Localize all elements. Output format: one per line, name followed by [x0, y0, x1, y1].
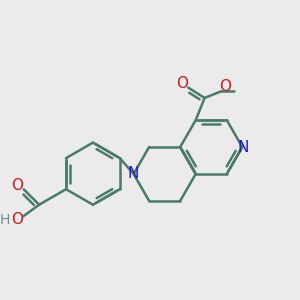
Text: H: H [0, 212, 10, 226]
Text: N: N [128, 166, 139, 181]
Text: O: O [11, 212, 23, 227]
Text: O: O [11, 178, 23, 193]
Text: O: O [176, 76, 188, 91]
Text: O: O [219, 79, 231, 94]
Text: N: N [237, 140, 249, 154]
